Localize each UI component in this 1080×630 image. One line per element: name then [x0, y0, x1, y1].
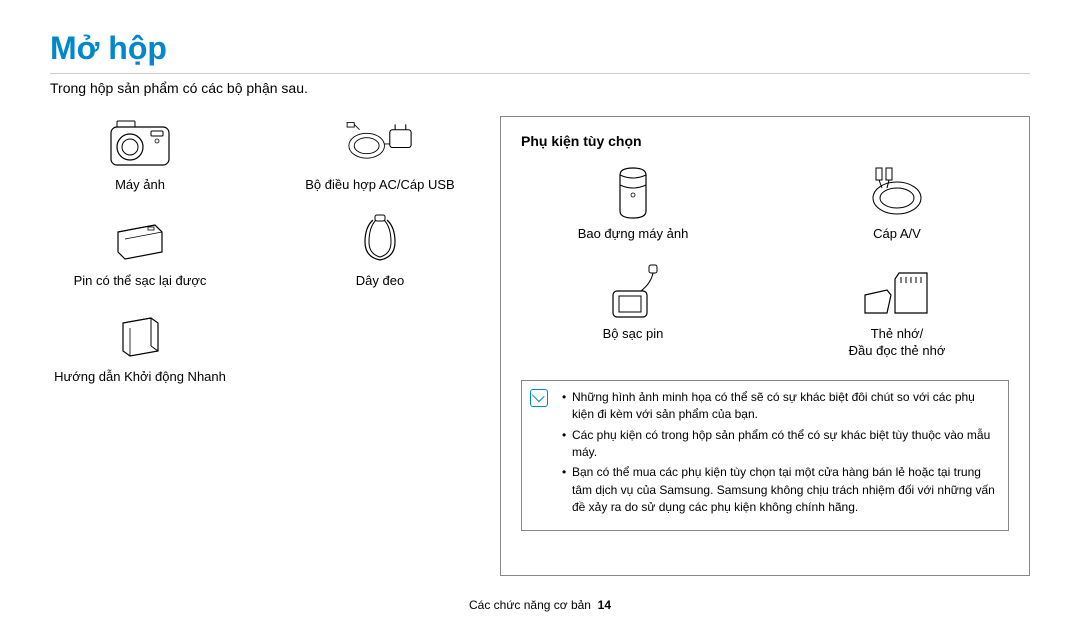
item-memory: Thẻ nhớ/ Đầu đọc thẻ nhớ	[785, 265, 1009, 360]
adapter-label: Bộ điều hợp AC/Cáp USB	[305, 177, 454, 192]
optional-accessories-panel: Phụ kiện tùy chọn Bao đựng máy ảnh	[500, 116, 1030, 576]
guide-icon	[100, 308, 180, 363]
note-3: Bạn có thể mua các phụ kiện tùy chọn tại…	[562, 464, 996, 516]
note-box: Những hình ảnh minh họa có thể sẽ có sự …	[521, 380, 1009, 531]
subtitle: Trong hộp sản phẩm có các bộ phận sau.	[50, 73, 1030, 96]
camera-label: Máy ảnh	[115, 177, 165, 192]
page-title: Mở hộp	[50, 30, 1030, 67]
charger-label: Bộ sạc pin	[603, 326, 664, 341]
memory-label-2: Đầu đọc thẻ nhớ	[849, 343, 946, 358]
avcable-label: Cáp A/V	[873, 226, 921, 241]
note-1: Những hình ảnh minh họa có thể sẽ có sự …	[562, 389, 996, 424]
battery-label: Pin có thể sạc lại được	[74, 273, 207, 288]
item-strap: Dây đeo	[290, 212, 470, 288]
note-2: Các phụ kiện có trong hộp sản phẩm có th…	[562, 427, 996, 462]
item-adapter: Bộ điều hợp AC/Cáp USB	[290, 116, 470, 192]
footer-text: Các chức năng cơ bản	[469, 598, 591, 612]
note-icon	[530, 389, 548, 407]
item-charger: Bộ sạc pin	[521, 265, 745, 360]
item-camera: Máy ảnh	[50, 116, 230, 192]
memory-icon	[857, 265, 937, 320]
adapter-icon	[340, 116, 420, 171]
item-case: Bao đựng máy ảnh	[521, 165, 745, 241]
item-avcable: Cáp A/V	[785, 165, 1009, 241]
page-footer: Các chức năng cơ bản 14	[0, 598, 1080, 612]
item-guide: Hướng dẫn Khởi động Nhanh	[50, 308, 230, 384]
page-number: 14	[598, 598, 611, 612]
case-icon	[593, 165, 673, 220]
strap-icon	[340, 212, 420, 267]
content-area: Máy ảnh Bộ điều hợp AC/Cáp USB	[50, 116, 1030, 576]
battery-icon	[100, 212, 180, 267]
case-label: Bao đựng máy ảnh	[578, 226, 689, 241]
item-battery: Pin có thể sạc lại được	[50, 212, 230, 288]
optional-title: Phụ kiện tùy chọn	[521, 133, 1009, 149]
included-items: Máy ảnh Bộ điều hợp AC/Cáp USB	[50, 116, 470, 576]
strap-label: Dây đeo	[356, 273, 404, 288]
memory-label-1: Thẻ nhớ/	[871, 326, 924, 341]
avcable-icon	[857, 165, 937, 220]
guide-label: Hướng dẫn Khởi động Nhanh	[54, 369, 226, 384]
memory-label: Thẻ nhớ/ Đầu đọc thẻ nhớ	[849, 326, 946, 360]
camera-icon	[100, 116, 180, 171]
charger-icon	[593, 265, 673, 320]
